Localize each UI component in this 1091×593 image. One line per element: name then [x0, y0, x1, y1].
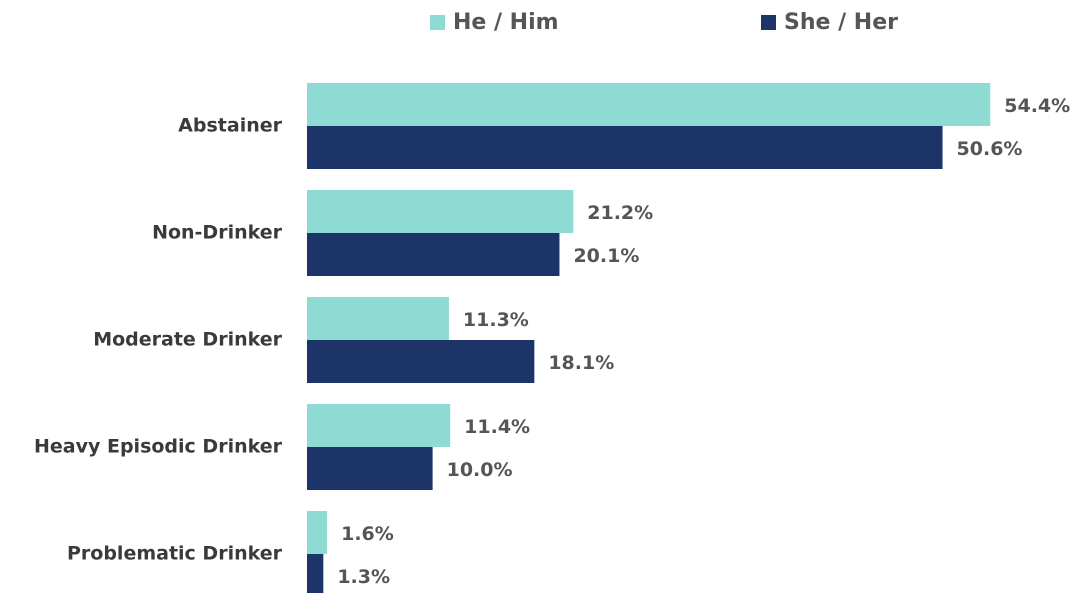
- value-label: 11.4%: [464, 416, 530, 438]
- bar: [307, 511, 328, 554]
- value-label: 1.3%: [337, 566, 390, 588]
- category-label: Heavy Episodic Drinker: [34, 436, 283, 458]
- bar: [307, 447, 433, 490]
- value-label: 18.1%: [548, 352, 614, 374]
- bar: [307, 126, 943, 169]
- value-label: 1.6%: [341, 523, 394, 545]
- legend-label: He / Him: [453, 10, 559, 35]
- value-label: 54.4%: [1004, 95, 1070, 117]
- value-label: 21.2%: [587, 202, 653, 224]
- bar: [307, 233, 560, 276]
- legend-label: She / Her: [784, 10, 898, 35]
- category-label: Moderate Drinker: [93, 329, 282, 351]
- category-label: Problematic Drinker: [67, 543, 283, 565]
- value-label: 20.1%: [573, 245, 639, 267]
- value-label: 50.6%: [957, 138, 1023, 160]
- bar: [307, 297, 449, 340]
- bar: [307, 554, 324, 593]
- category-label: Abstainer: [178, 115, 282, 137]
- bar: [307, 190, 574, 233]
- category-label: Non-Drinker: [152, 222, 283, 244]
- value-label: 11.3%: [463, 309, 529, 331]
- legend-swatch: [761, 15, 776, 30]
- value-label: 10.0%: [447, 459, 513, 481]
- bar: [307, 83, 991, 126]
- bar: [307, 404, 451, 447]
- legend-swatch: [430, 15, 445, 30]
- bar: [307, 340, 535, 383]
